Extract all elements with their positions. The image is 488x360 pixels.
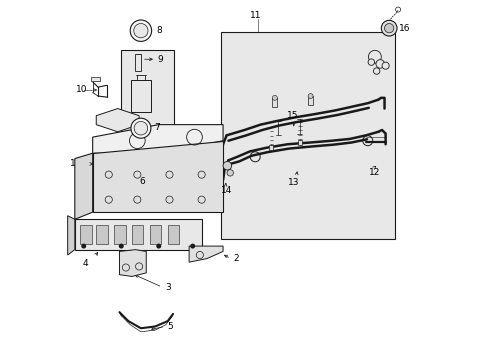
Circle shape xyxy=(373,68,379,74)
Text: 15: 15 xyxy=(286,111,298,120)
Circle shape xyxy=(190,244,195,249)
Text: 6: 6 xyxy=(140,177,145,186)
Circle shape xyxy=(156,244,161,249)
Polygon shape xyxy=(67,216,75,255)
Circle shape xyxy=(131,118,151,138)
Text: 9: 9 xyxy=(157,55,163,64)
Polygon shape xyxy=(96,109,139,132)
Circle shape xyxy=(134,23,148,38)
Circle shape xyxy=(367,50,381,63)
Bar xyxy=(121,50,174,176)
Bar xyxy=(80,225,91,244)
Bar xyxy=(131,80,150,112)
Text: 16: 16 xyxy=(398,24,409,33)
Circle shape xyxy=(119,244,123,249)
Polygon shape xyxy=(75,153,93,219)
Text: 11: 11 xyxy=(249,11,261,20)
Circle shape xyxy=(81,244,86,249)
Circle shape xyxy=(375,60,384,68)
Circle shape xyxy=(384,23,393,33)
Text: 14: 14 xyxy=(221,186,232,195)
Bar xyxy=(132,225,143,244)
Bar xyxy=(135,54,141,71)
Text: 12: 12 xyxy=(368,168,380,177)
Text: 13: 13 xyxy=(287,178,299,187)
Circle shape xyxy=(367,59,374,65)
Bar xyxy=(91,77,100,81)
Circle shape xyxy=(272,95,277,100)
Bar xyxy=(96,225,107,244)
Bar xyxy=(114,225,125,244)
Bar xyxy=(297,140,302,145)
Text: 10: 10 xyxy=(76,85,87,94)
Text: 8: 8 xyxy=(156,26,162,35)
Circle shape xyxy=(226,170,233,176)
Text: 7: 7 xyxy=(154,123,160,132)
Bar xyxy=(268,145,273,150)
Polygon shape xyxy=(93,125,223,153)
Circle shape xyxy=(134,121,147,135)
Circle shape xyxy=(223,161,231,170)
Text: 3: 3 xyxy=(165,283,171,292)
Polygon shape xyxy=(93,141,223,212)
Circle shape xyxy=(381,62,388,69)
Circle shape xyxy=(130,20,151,41)
Text: 1: 1 xyxy=(70,159,76,168)
Bar xyxy=(167,225,179,244)
Bar xyxy=(221,32,394,239)
Circle shape xyxy=(307,94,312,99)
Bar xyxy=(307,96,312,105)
Polygon shape xyxy=(119,249,146,276)
Text: 2: 2 xyxy=(233,254,238,263)
Bar xyxy=(149,225,161,244)
Circle shape xyxy=(381,20,396,36)
Polygon shape xyxy=(189,246,223,262)
Text: 4: 4 xyxy=(83,260,88,269)
Bar xyxy=(272,98,277,107)
Text: 5: 5 xyxy=(166,322,172,331)
Polygon shape xyxy=(75,219,201,249)
